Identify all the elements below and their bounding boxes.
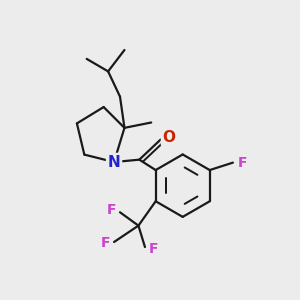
Text: F: F [101,236,110,250]
Text: F: F [148,242,158,256]
Text: F: F [238,156,247,170]
Text: O: O [163,130,176,145]
Text: F: F [107,203,116,217]
Text: N: N [108,154,120,169]
